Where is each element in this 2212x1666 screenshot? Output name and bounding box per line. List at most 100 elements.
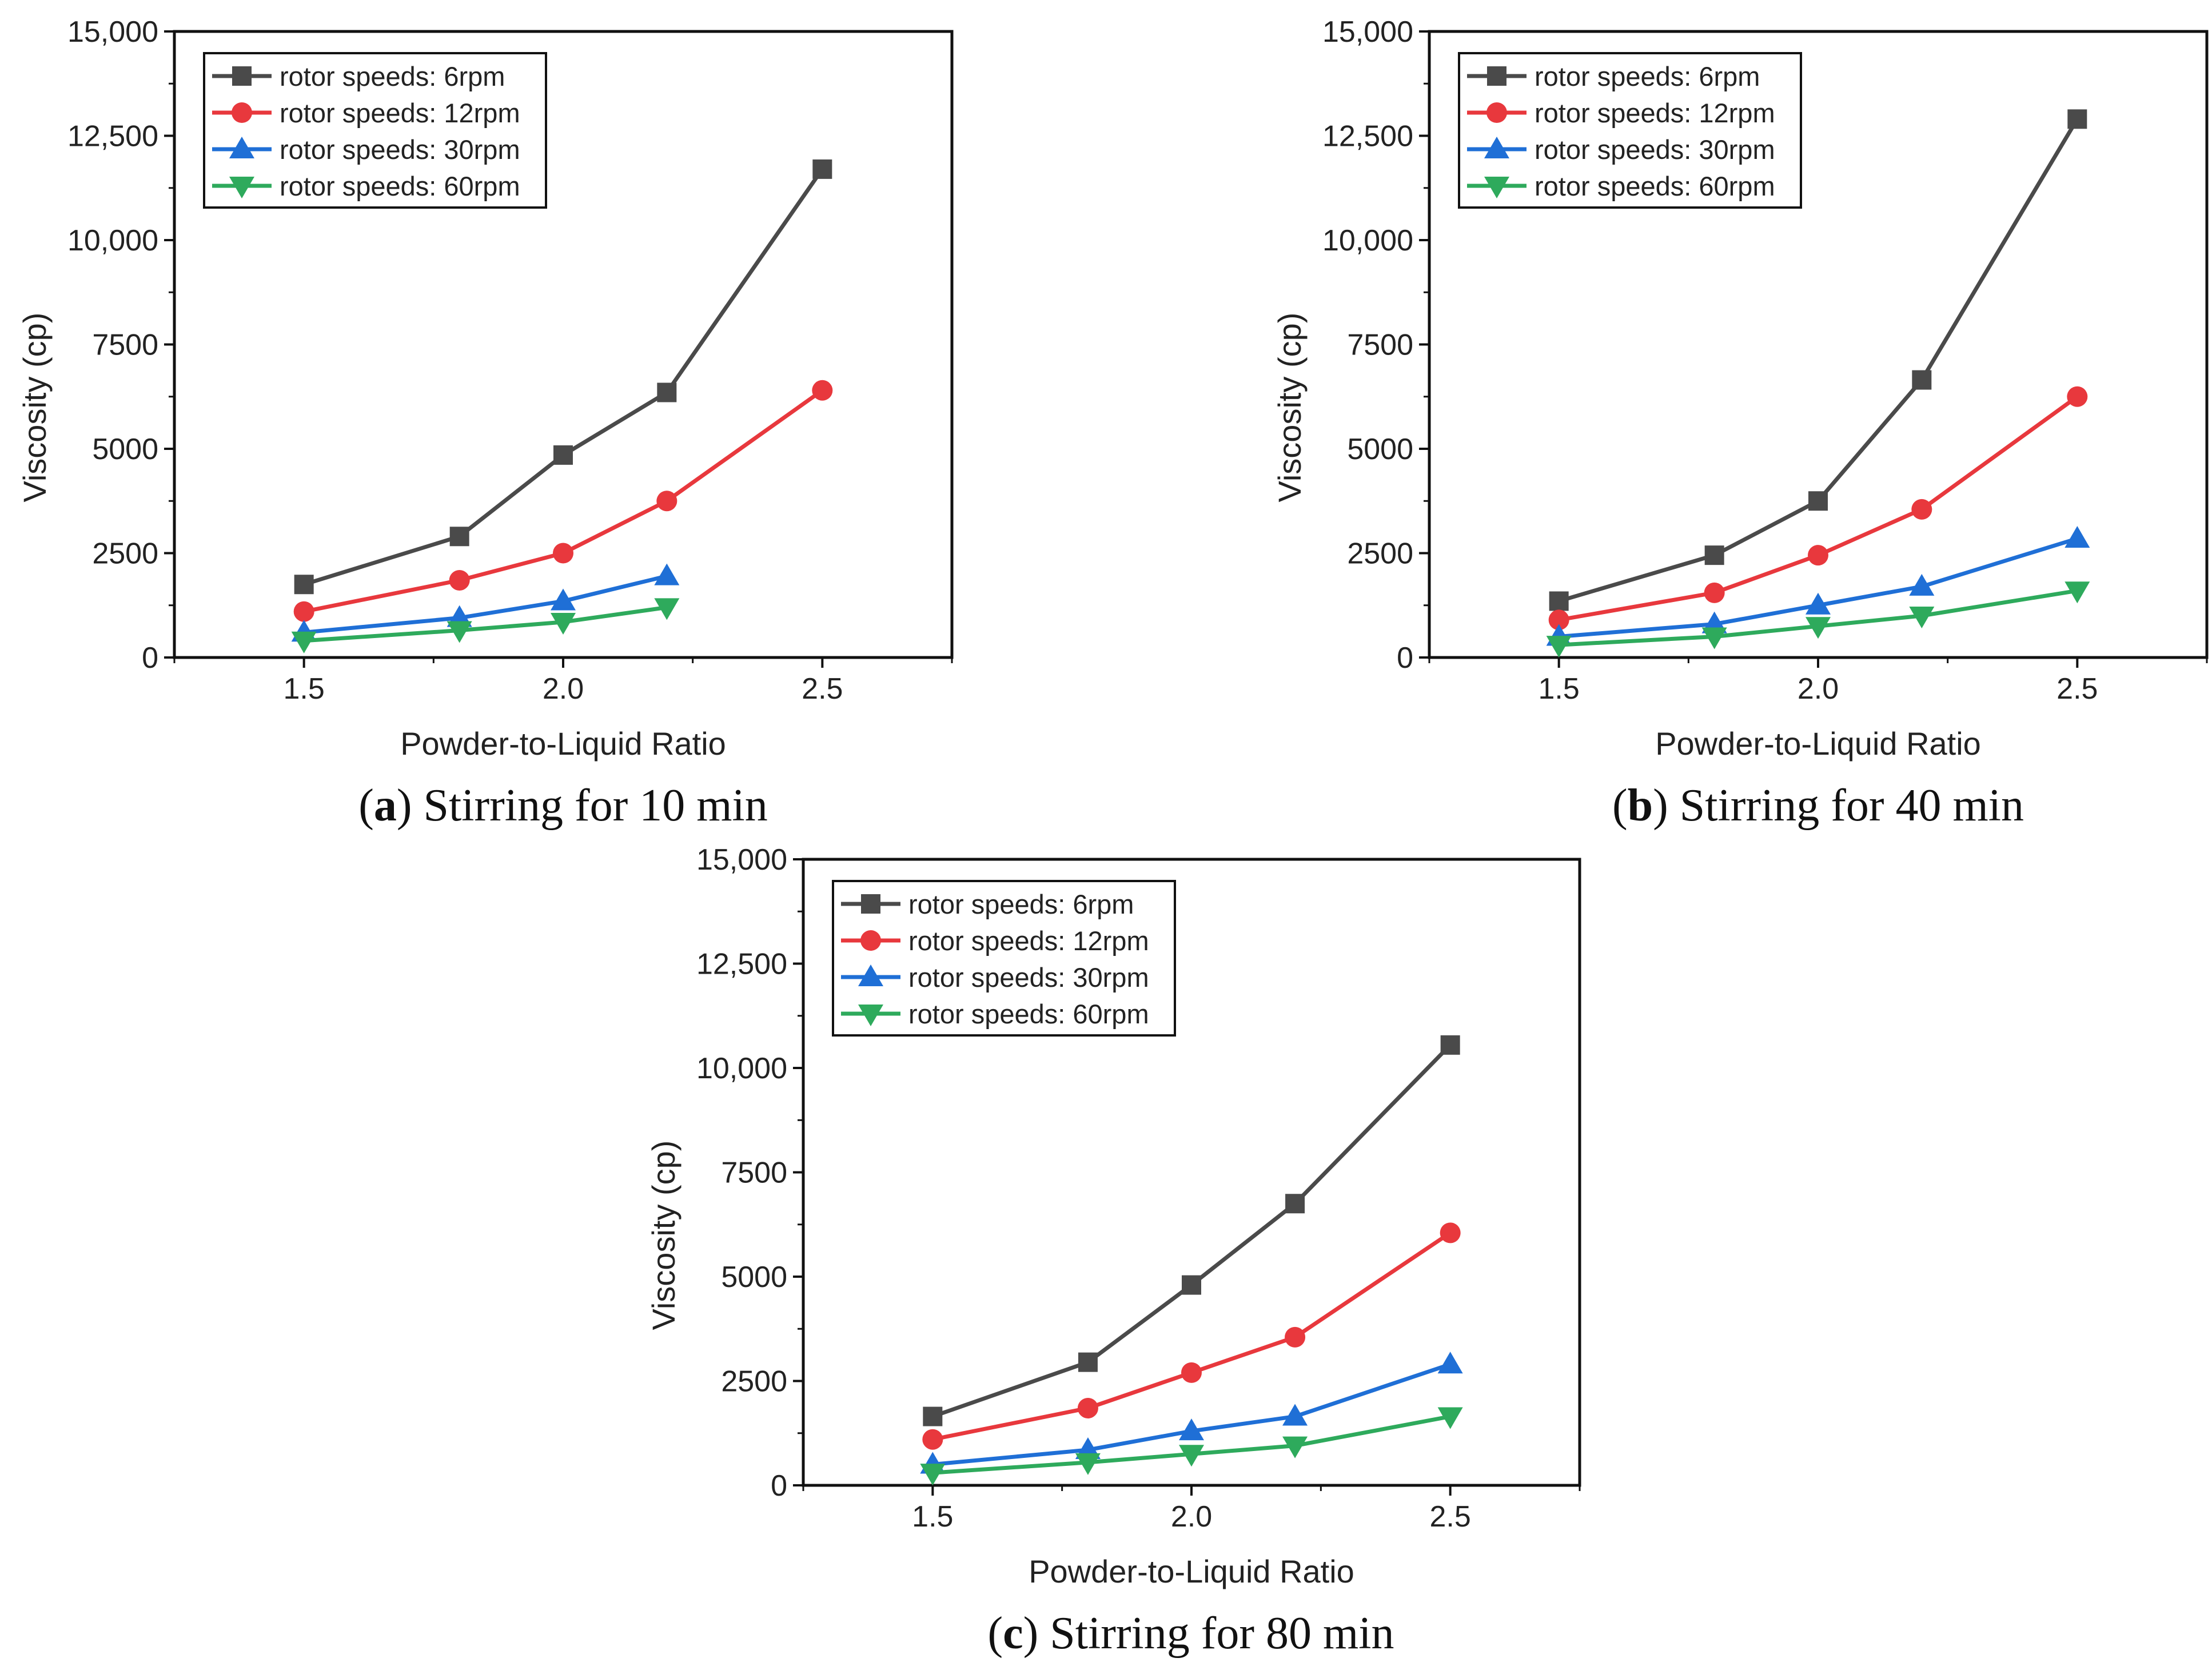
series-0: [1549, 109, 2087, 611]
legend-swatch-marker: [858, 964, 883, 986]
data-point: [1078, 1352, 1098, 1372]
caption-letter: c: [1003, 1608, 1023, 1659]
chart-a: 0 2500 5000 7500 10,000 12,500 15,000 1.5 2.0 2.5…: [17, 15, 954, 831]
legend: rotor speeds: 6rpm rotor speeds: 12rpm rot…: [832, 880, 1176, 1037]
legend-box: [832, 880, 1176, 1037]
legend-swatch-marker: [1487, 66, 1506, 86]
data-point: [2064, 581, 2090, 604]
legend-swatch-marker: [860, 930, 881, 951]
y-tick-label: 12,500: [696, 948, 787, 981]
y-tick-label: 12,500: [1322, 120, 1413, 153]
series-1: [1548, 386, 2088, 631]
y-tick-label: 0: [142, 641, 158, 675]
caption-close-paren: ): [1653, 780, 1680, 831]
y-tick-label: 7500: [721, 1157, 787, 1190]
series-3: [291, 598, 680, 653]
data-point: [551, 612, 576, 635]
data-point: [1179, 1445, 1204, 1467]
x-tick-label: 2.5: [1430, 1500, 1471, 1533]
legend-swatch-marker: [229, 177, 254, 198]
legend-label: rotor speeds: 12rpm: [1535, 98, 1775, 128]
data-point: [1437, 1352, 1463, 1374]
data-point: [1440, 1035, 1460, 1055]
data-point: [2067, 386, 2088, 407]
data-point: [1548, 609, 1569, 631]
data-point: [1704, 582, 1725, 603]
caption-open-paren: (: [358, 780, 374, 831]
caption-text: Stirring for 10 min: [424, 780, 768, 831]
x-tick-label: 2.0: [543, 672, 584, 706]
data-point: [2067, 109, 2087, 129]
data-point: [922, 1429, 943, 1450]
y-tick-label: 0: [1397, 641, 1413, 675]
legend-label: rotor speeds: 6rpm: [908, 889, 1134, 919]
data-point: [1549, 591, 1569, 611]
data-point: [449, 569, 470, 591]
legend: rotor speeds: 6rpm rotor speeds: 12rpm rot…: [1458, 52, 1802, 209]
x-axis-title: Powder-to-Liquid Ratio: [1655, 726, 1981, 762]
y-axis-title: Viscosity (cp): [645, 1141, 681, 1330]
data-point: [1909, 607, 1935, 628]
data-point: [656, 491, 677, 512]
data-point: [1701, 627, 1727, 649]
y-tick-label: 7500: [1347, 329, 1413, 362]
y-tick-label: 2500: [721, 1365, 787, 1398]
data-point: [1181, 1362, 1202, 1383]
y-tick-label: 15,000: [696, 843, 787, 876]
y-tick-label: 2500: [1347, 537, 1413, 571]
legend: rotor speeds: 6rpm rotor speeds: 12rpm rot…: [203, 52, 547, 209]
legend-box: [203, 52, 547, 209]
legend-swatch-marker: [1484, 137, 1509, 158]
data-point: [1704, 545, 1724, 565]
caption-letter: b: [1628, 780, 1653, 831]
data-point: [920, 1464, 946, 1486]
data-point: [1285, 1326, 1306, 1348]
x-tick-label: 2.5: [2056, 672, 2098, 706]
x-tick-label: 1.5: [912, 1500, 953, 1533]
y-tick-label: 2500: [92, 537, 158, 571]
chart-caption: (c) Stirring for 80 min: [988, 1608, 1394, 1659]
series-line: [932, 1231, 1452, 1442]
y-tick-label: 7500: [92, 329, 158, 362]
y-axis-title: Viscosity (cp): [1272, 313, 1308, 503]
legend-label: rotor speeds: 60rpm: [908, 999, 1149, 1029]
y-tick-label: 5000: [92, 433, 158, 466]
data-point: [291, 631, 317, 653]
data-point: [1440, 1222, 1461, 1243]
series-line: [304, 605, 667, 643]
y-tick-label: 10,000: [696, 1052, 787, 1085]
legend-label: rotor speeds: 6rpm: [280, 61, 505, 91]
series-1: [293, 380, 833, 622]
data-point: [1179, 1418, 1204, 1441]
data-point: [1077, 1397, 1098, 1418]
x-tick-label: 2.5: [802, 672, 843, 706]
caption-open-paren: (: [988, 1608, 1003, 1659]
chart-c: 0 2500 5000 7500 10,000 12,500 15,000 1.5 2.0 2.5…: [645, 843, 1581, 1659]
series-0: [923, 1035, 1460, 1426]
data-point: [1808, 545, 1828, 566]
data-point: [2064, 525, 2090, 548]
data-point: [657, 382, 677, 402]
x-axis-title: Powder-to-Liquid Ratio: [400, 726, 726, 762]
y-tick-label: 10,000: [67, 224, 158, 257]
legend-swatch-marker: [229, 137, 254, 158]
legend-swatch-marker: [861, 894, 880, 914]
legend-swatch-marker: [1484, 177, 1509, 198]
x-tick-label: 2.0: [1171, 1500, 1212, 1533]
y-tick-label: 0: [771, 1469, 787, 1502]
x-tick-label: 1.5: [1539, 672, 1580, 706]
data-point: [1808, 491, 1828, 511]
y-tick-label: 12,500: [67, 120, 158, 153]
data-point: [1182, 1275, 1201, 1295]
caption-text: Stirring for 80 min: [1050, 1608, 1394, 1659]
data-point: [449, 527, 469, 547]
series-3: [1546, 581, 2090, 658]
data-point: [1075, 1453, 1101, 1475]
y-axis-title: Viscosity (cp): [17, 313, 53, 503]
data-point: [1546, 636, 1572, 658]
chart-caption: (a) Stirring for 10 min: [358, 780, 767, 831]
data-point: [654, 563, 680, 585]
legend-label: rotor speeds: 60rpm: [280, 171, 520, 201]
y-tick-label: 10,000: [1322, 224, 1413, 257]
data-point: [1285, 1194, 1305, 1214]
